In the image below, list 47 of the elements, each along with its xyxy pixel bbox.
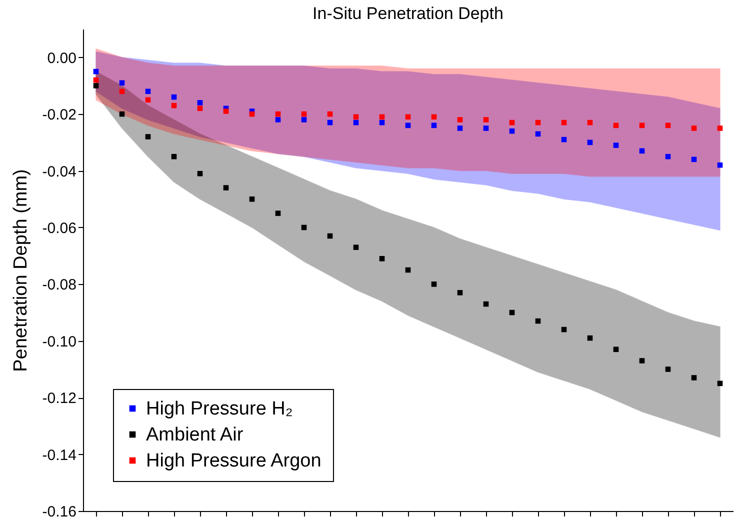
y-tick-label: -0.10 (42, 333, 76, 350)
point (275, 210, 281, 216)
y-tick-label: -0.14 (42, 446, 76, 464)
point (249, 196, 255, 202)
legend-label: High Pressure H₂ (146, 398, 293, 420)
point (691, 375, 697, 380)
legend-label: Ambient Air (146, 424, 244, 446)
point (119, 88, 125, 94)
point (145, 134, 151, 140)
point (275, 117, 281, 122)
y-tick-label: -0.08 (42, 276, 76, 294)
legend-label: High Pressure Argon (146, 450, 322, 472)
point (457, 117, 463, 122)
point (613, 142, 619, 148)
point (665, 366, 671, 372)
y-tick-label: 0.00 (47, 50, 76, 67)
point (613, 346, 619, 352)
y-tick-label: -0.16 (42, 504, 76, 520)
point (223, 185, 229, 190)
point (197, 100, 203, 106)
point (639, 358, 645, 364)
point (119, 80, 125, 86)
point (379, 114, 385, 120)
y-tick-label: -0.04 (42, 163, 76, 180)
point (457, 290, 463, 296)
point (457, 126, 463, 131)
point (145, 88, 151, 94)
point (717, 126, 723, 131)
point (223, 108, 229, 114)
y-tick-label: -0.02 (42, 106, 76, 124)
point (93, 83, 99, 88)
y-axis-title: Penetration Depth (mm) (10, 169, 32, 372)
point (483, 126, 489, 131)
point (483, 117, 489, 122)
y-tick-label: -0.06 (42, 220, 76, 237)
point (431, 114, 437, 120)
point (405, 114, 411, 120)
point (301, 117, 307, 122)
chart-title: In-Situ Penetration Depth (312, 4, 504, 23)
point (431, 282, 437, 287)
point (353, 244, 359, 250)
point (379, 256, 385, 262)
point (353, 114, 359, 120)
point (197, 106, 203, 112)
point (145, 97, 151, 103)
y-tick-label: -0.12 (42, 390, 76, 408)
point (691, 126, 697, 131)
